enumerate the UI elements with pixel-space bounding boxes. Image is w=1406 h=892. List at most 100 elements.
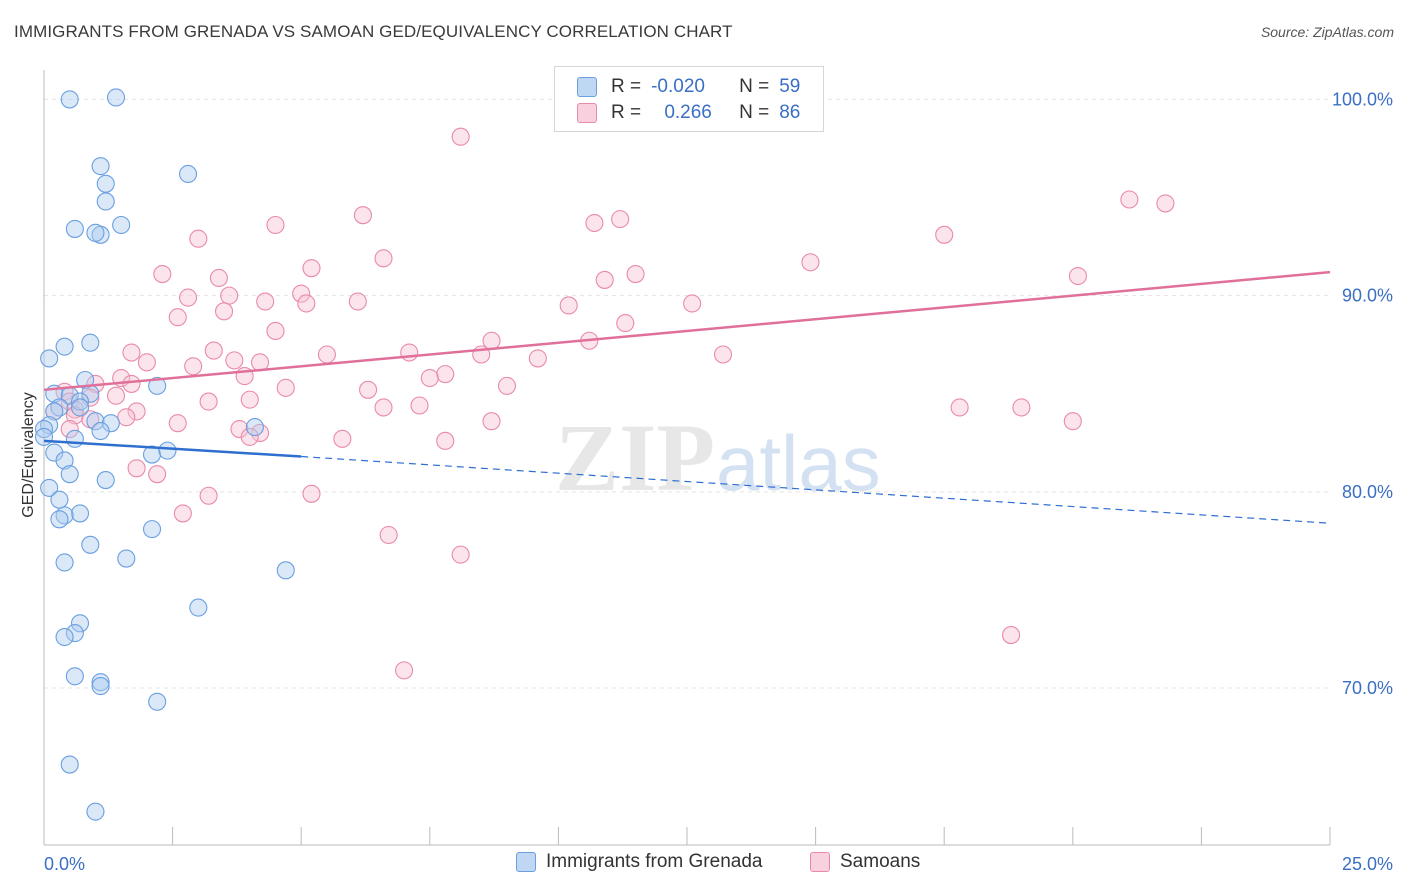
samoan-swatch — [577, 103, 597, 123]
samoan-point — [204, 341, 223, 360]
grenada-point — [34, 420, 54, 439]
grenada-point — [142, 445, 162, 464]
grenada-trend-extension — [301, 455, 1331, 524]
y-axis-label: GED/Equivalency — [20, 392, 37, 517]
legend-row-samoan: R = 0.266 N = 86 — [577, 101, 800, 125]
samoan-point — [1120, 190, 1139, 209]
grenada-point — [86, 802, 105, 821]
grenada-point — [96, 192, 115, 211]
samoan-point — [117, 408, 136, 427]
samoan-point — [122, 374, 141, 393]
grenada-point — [70, 392, 90, 411]
watermark: ZIP atlas — [555, 404, 881, 511]
samoan-point — [1068, 266, 1087, 286]
grenada-n-value: 59 — [779, 76, 801, 97]
grenada-point — [142, 520, 162, 539]
samoan-point — [1063, 412, 1082, 431]
samoan-point — [122, 343, 141, 362]
samoan-point — [276, 378, 295, 397]
samoan-point — [297, 294, 316, 313]
grenada-point — [91, 421, 110, 441]
grenada-point — [91, 673, 110, 692]
grenada-point — [65, 624, 84, 643]
samoan-point — [1002, 626, 1021, 645]
samoan-point — [178, 288, 198, 307]
samoan-point — [400, 343, 419, 362]
samoan-r-value: 0.266 — [664, 102, 712, 123]
samoan-point — [611, 210, 630, 229]
samoan-point — [148, 465, 167, 484]
samoan-point — [250, 423, 270, 443]
stats-legend: R = -0.020 N = 59 R = 0.266 N = 86 — [554, 66, 824, 132]
samoan-point — [240, 427, 259, 446]
samoan-point — [225, 351, 244, 370]
samoan-r-label: R = — [611, 102, 642, 123]
grenada-point — [96, 471, 115, 490]
samoan-point — [60, 420, 79, 439]
grenada-point — [106, 88, 126, 107]
grenada-point — [276, 561, 295, 580]
samoan-point — [436, 365, 455, 384]
samoan-point — [189, 229, 208, 248]
samoan-point — [127, 402, 146, 421]
grenada-point — [65, 219, 84, 238]
samoan-point — [302, 484, 321, 503]
legend-grenada-swatch — [516, 852, 536, 872]
grenada-point — [55, 627, 74, 647]
y-tick-label: 100.0% — [1332, 89, 1393, 109]
grenada-point — [65, 667, 84, 686]
samoan-point — [683, 294, 702, 313]
y-tick-label: 80.0% — [1342, 482, 1393, 502]
grenada-point — [34, 427, 54, 446]
grenada-point — [96, 174, 115, 193]
grenada-point — [112, 215, 131, 235]
grenada-point — [91, 157, 110, 176]
samoan-point — [801, 253, 820, 272]
samoan-point — [173, 504, 192, 523]
samoan-n-value: 86 — [779, 102, 801, 123]
samoan-point — [348, 292, 367, 311]
chart-title: IMMIGRANTS FROM GRENADA VS SAMOAN GED/EQ… — [14, 22, 733, 41]
samoan-point — [374, 249, 393, 268]
samoan-point — [168, 414, 187, 433]
samoan-point — [359, 380, 378, 399]
grenada-point — [189, 598, 208, 617]
samoan-point — [528, 349, 547, 368]
grenada-point — [70, 614, 90, 633]
x-tick-labels: 0.0% 25.0% — [44, 854, 1393, 874]
watermark-atlas: atlas — [716, 419, 881, 507]
samoan-point — [168, 308, 187, 327]
samoan-point — [317, 345, 336, 364]
grenada-point — [45, 402, 64, 421]
grenada-point — [70, 504, 90, 523]
axes — [43, 70, 1331, 846]
grenada-point — [91, 677, 110, 696]
samoan-point — [209, 268, 228, 288]
samoan-point — [1156, 194, 1175, 213]
samoan-trend-line — [43, 270, 1331, 392]
grenada-point — [55, 553, 74, 572]
samoan-point — [137, 353, 156, 372]
grenada-point — [65, 429, 84, 448]
samoan-point — [616, 314, 635, 333]
grenada-point — [60, 90, 79, 109]
samoan-point — [410, 396, 429, 415]
grenada-point — [117, 549, 136, 568]
grenada-point — [55, 337, 74, 356]
source-label: Source: ZipAtlas.com — [1260, 24, 1394, 40]
grenada-n-label: N = — [739, 76, 770, 97]
samoan-point — [420, 368, 439, 388]
samoan-point — [713, 345, 733, 364]
samoan-point — [256, 292, 275, 311]
legend-samoan-swatch — [810, 852, 830, 872]
grenada-trend-line — [43, 439, 302, 458]
grenada-swatch — [577, 77, 597, 97]
samoan-point — [302, 259, 321, 278]
grenada-point — [245, 418, 264, 437]
samoan-point — [153, 265, 172, 284]
grenada-point — [158, 441, 177, 460]
legend-item-grenada: Immigrants from Grenada — [516, 851, 762, 873]
samoan-point — [1012, 398, 1031, 417]
samoan-point — [374, 398, 393, 417]
